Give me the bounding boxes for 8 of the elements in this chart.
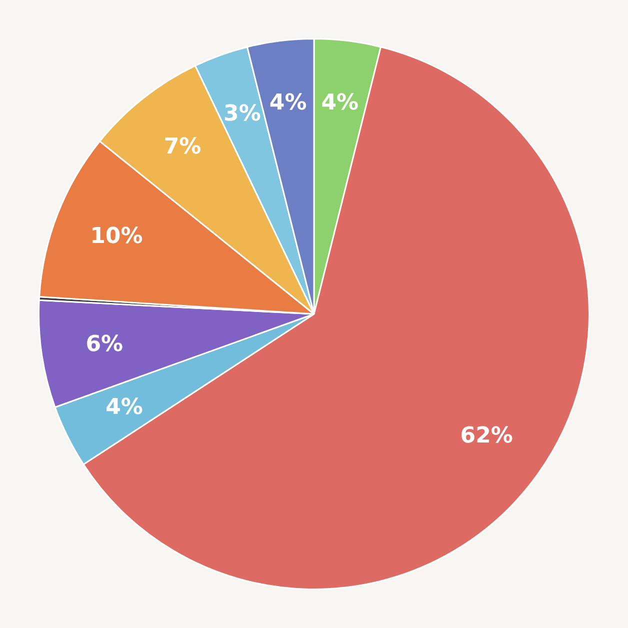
data-label: 4% bbox=[321, 90, 359, 116]
data-label: 10% bbox=[90, 224, 143, 249]
data-label: 4% bbox=[269, 90, 307, 116]
data-label: 4% bbox=[106, 395, 143, 420]
data-label: 3% bbox=[224, 101, 261, 126]
data-label: 62% bbox=[460, 424, 513, 449]
data-label: 7% bbox=[164, 134, 202, 160]
data-label: 6% bbox=[86, 332, 124, 357]
